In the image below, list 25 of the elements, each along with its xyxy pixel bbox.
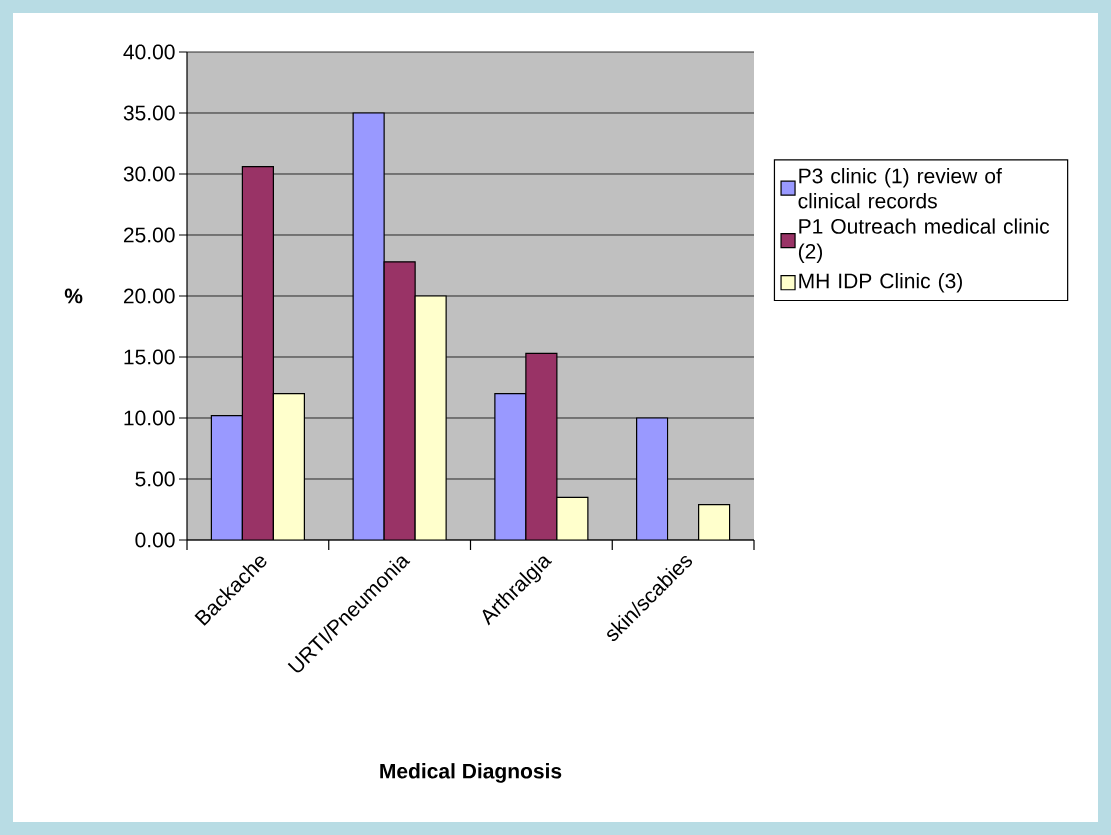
y-tick-label: 15.00 [124, 349, 175, 365]
y-tick-label: 35.00 [123, 105, 175, 121]
bar [414, 295, 447, 540]
bar [352, 112, 385, 540]
bar [383, 261, 416, 540]
bar [210, 414, 243, 540]
bar [494, 392, 527, 540]
bar [636, 417, 669, 540]
bar [698, 504, 731, 540]
bar [556, 496, 589, 540]
bar [241, 166, 274, 540]
bar [272, 392, 305, 540]
legend-label: P1 Outreach medical clinic (2) [798, 218, 1050, 263]
y-tick-label: 5.00 [135, 471, 175, 487]
y-axis-title: % [64, 288, 83, 304]
y-tick-label: 10.00 [124, 410, 175, 426]
legend-label: MH IDP Clinic (3) [799, 272, 962, 293]
bar [525, 352, 558, 540]
legend-label: P3 clinic (1) review of clinical records [798, 167, 1002, 209]
x-axis-title: Medical Diagnosis [380, 763, 562, 783]
y-tick-label: 30.00 [123, 166, 175, 182]
y-tick-label: 25.00 [123, 227, 175, 243]
y-tick-label: 40.00 [123, 44, 175, 60]
y-tick-label: 20.00 [123, 288, 175, 304]
y-tick-label: 0.00 [135, 532, 175, 548]
